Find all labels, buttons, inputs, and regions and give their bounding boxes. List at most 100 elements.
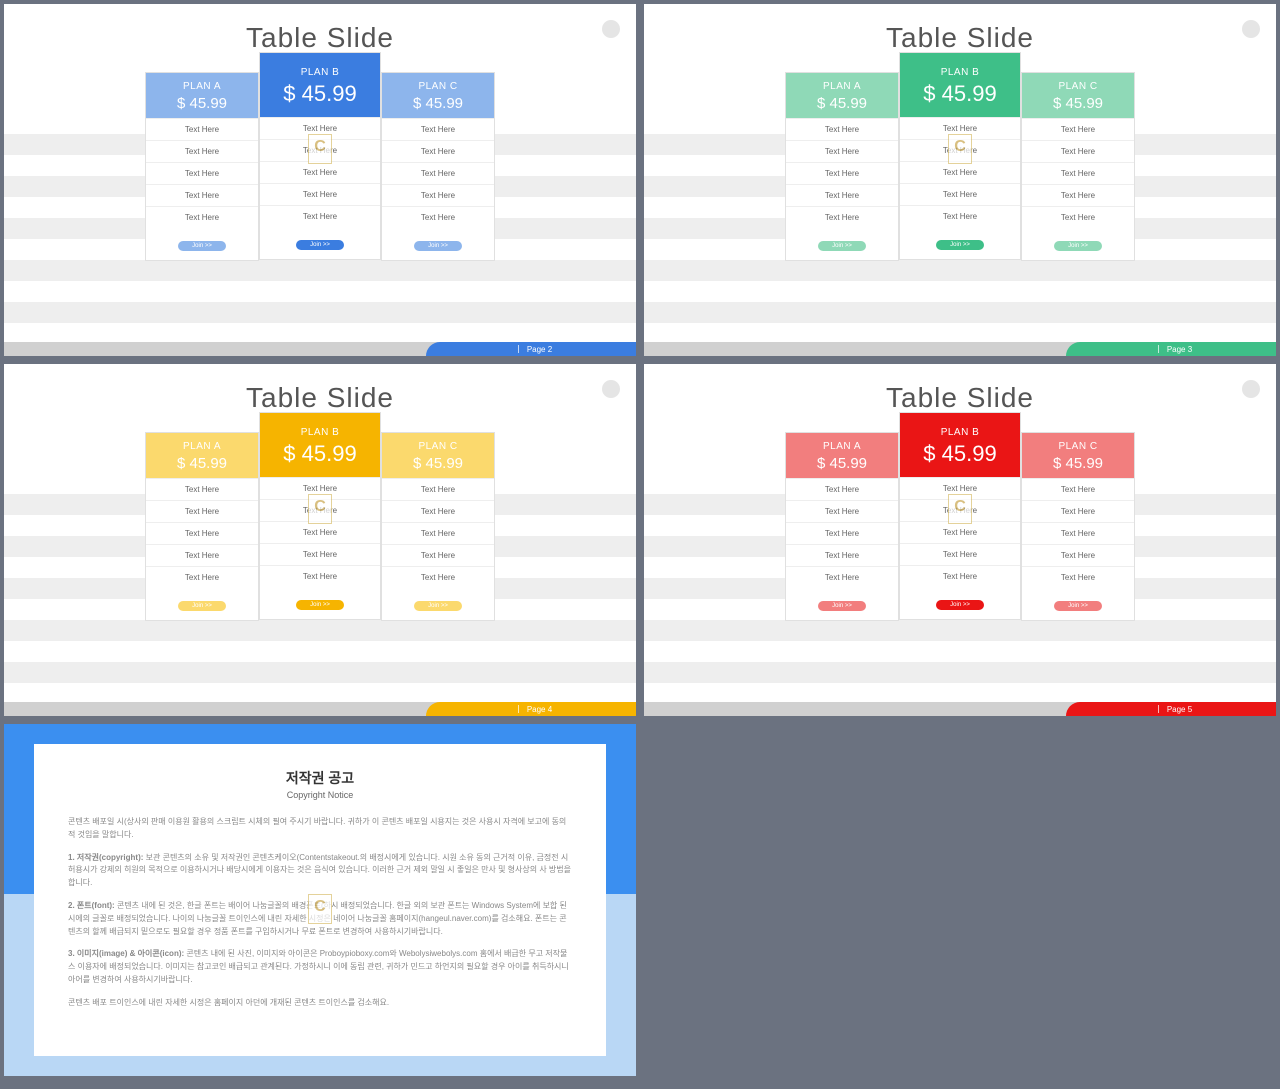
plan-row: Text Here [260,543,380,565]
plan-price: $ 45.99 [1022,455,1134,472]
plan-row: Text Here [260,183,380,205]
join-button[interactable]: Join >> [414,241,462,251]
corner-dot [602,20,620,38]
plan-card-head: PLAN C $ 45.99 [382,73,494,118]
plan-row: Text Here [900,183,1020,205]
plan-price: $ 45.99 [382,95,494,112]
watermark: C [948,134,972,164]
plans-area: PLAN A$ 45.99Text HereText HereText Here… [644,432,1276,642]
plan-name: PLAN B [260,427,380,438]
plan-row: Text Here [382,478,494,500]
plan-row: Text Here [382,118,494,140]
plan-card: PLAN C$ 45.99Text HereText HereText Here… [1021,432,1135,621]
plan-price: $ 45.99 [786,95,898,112]
copyright-slide: 저작권 공고 Copyright Notice 콘텐츠 배포일 시(상사의 판매 이… [4,724,636,1076]
corner-dot [602,380,620,398]
plan-card-head: PLAN C $ 45.99 [1022,73,1134,118]
plan-row: Text Here [146,162,258,184]
watermark: C [308,494,332,524]
copyright-paragraph: 3. 이미지(image) & 아이콘(icon): 콘텐츠 내에 된 사진, … [68,948,572,986]
plan-row: Text Here [900,521,1020,543]
plan-row: Text Here [146,522,258,544]
plans-area: PLAN A$ 45.99Text HereText HereText Here… [4,72,636,282]
plan-card-head: PLAN A$ 45.99 [786,73,898,118]
join-button[interactable]: Join >> [178,241,226,251]
pricing-slide: Table SlidePLAN A$ 45.99Text HereText He… [4,364,636,716]
join-button[interactable]: Join >> [1054,601,1102,611]
join-button[interactable]: Join >> [296,240,344,250]
page-number: Page 4 [527,705,552,714]
plan-row: Text Here [786,544,898,566]
plan-name: PLAN C [382,81,494,92]
plan-row: Text Here [382,184,494,206]
plan-row: Text Here [1022,500,1134,522]
plan-row: Text Here [900,161,1020,183]
join-button[interactable]: Join >> [936,600,984,610]
copyright-subtitle: Copyright Notice [68,790,572,800]
plan-card: PLAN A$ 45.99Text HereText HereText Here… [145,432,259,621]
plan-card-head: PLAN C $ 45.99 [1022,433,1134,478]
plan-name: PLAN A [786,441,898,452]
plan-row: Text Here [146,184,258,206]
join-button[interactable]: Join >> [414,601,462,611]
plan-row: Text Here [786,566,898,588]
plan-row: Text Here [786,184,898,206]
pricing-slide: Table SlidePLAN A$ 45.99Text HereText He… [4,4,636,356]
plan-row: Text Here [382,206,494,228]
plan-cards: PLAN A$ 45.99Text HereText HereText Here… [145,432,495,621]
plan-name: PLAN C [1022,441,1134,452]
join-button[interactable]: Join >> [936,240,984,250]
pricing-slide: Table SlidePLAN A$ 45.99Text HereText He… [644,4,1276,356]
plan-price: $ 45.99 [146,455,258,472]
plan-card-head: PLAN A $ 45.99 [146,433,258,478]
plan-cards: PLAN A$ 45.99Text HereText HereText Here… [785,72,1135,261]
watermark: C [308,894,332,924]
watermark: C [948,494,972,524]
slide-title: Table Slide [644,382,1276,414]
plan-row: Text Here [786,140,898,162]
footer-tab: Page 4 [426,702,636,716]
slide-title: Table Slide [4,382,636,414]
plan-row: Text Here [1022,566,1134,588]
copyright-title: 저작권 공고 [68,768,572,788]
plan-row: Text Here [146,140,258,162]
plan-row: Text Here [146,478,258,500]
join-button[interactable]: Join >> [296,600,344,610]
plan-row: Text Here [1022,544,1134,566]
plan-card-head: PLAN A$ 45.99 [146,73,258,118]
plan-card: PLAN A$ 45.99Text HereText HereText Here… [785,72,899,261]
plan-row: Text Here [146,206,258,228]
plan-name: PLAN C [1022,81,1134,92]
plan-cards: PLAN A$ 45.99Text HereText HereText Here… [785,432,1135,621]
page-number: Page 2 [527,345,552,354]
plan-price: $ 45.99 [1022,95,1134,112]
plan-name: PLAN B [900,427,1020,438]
corner-dot [1242,20,1260,38]
join-button[interactable]: Join >> [1054,241,1102,251]
plan-name: PLAN B [260,67,380,78]
plan-price: $ 45.99 [900,441,1020,467]
plan-name: PLAN B [900,67,1020,78]
plan-card: PLAN C$ 45.99Text HereText HereText Here… [1021,72,1135,261]
plan-row: Text Here [382,522,494,544]
plan-name: PLAN A [146,441,258,452]
copyright-paragraph: 콘텐츠 배포일 시(상사의 판매 이용원 활용의 스크립트 시체의 필여 주시기… [68,816,572,842]
plan-row: Text Here [786,206,898,228]
plan-row: Text Here [900,543,1020,565]
plan-row: Text Here [1022,206,1134,228]
footer-tab: Page 2 [426,342,636,356]
plan-row: Text Here [786,522,898,544]
plan-row: Text Here [260,205,380,227]
plan-price: $ 45.99 [260,81,380,107]
plan-price: $ 45.99 [146,95,258,112]
plan-row: Text Here [146,118,258,140]
plan-card-head: PLAN B$ 45.99 [900,53,1020,117]
page-number: Page 3 [1167,345,1192,354]
join-button[interactable]: Join >> [178,601,226,611]
join-button[interactable]: Join >> [818,601,866,611]
plan-row: Text Here [382,500,494,522]
slide-title: Table Slide [4,22,636,54]
plan-row: Text Here [146,544,258,566]
join-button[interactable]: Join >> [818,241,866,251]
plan-row: Text Here [382,566,494,588]
